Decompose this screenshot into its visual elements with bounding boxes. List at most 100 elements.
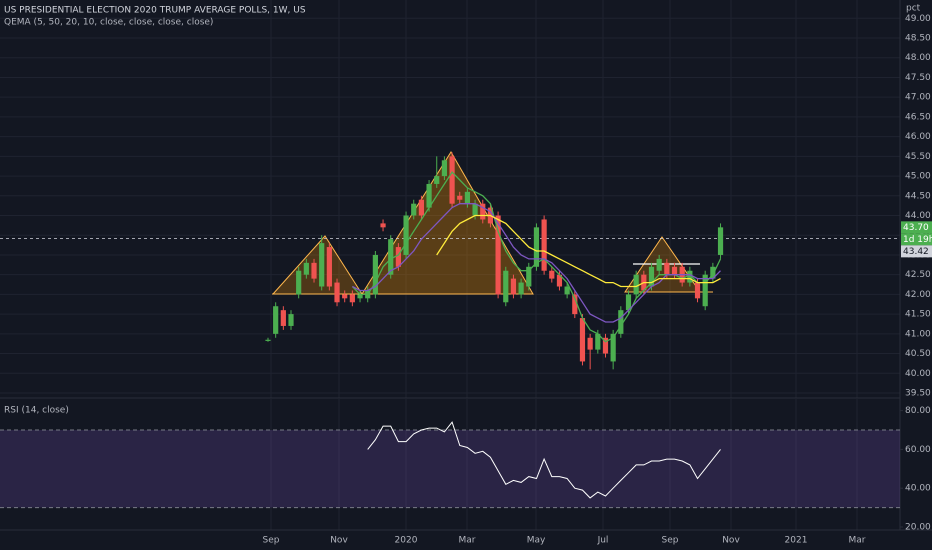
ema-line bbox=[352, 203, 721, 323]
candle-body bbox=[702, 274, 708, 307]
x-tick-label: Nov bbox=[330, 536, 348, 546]
y-tick-label: 49.00 bbox=[905, 14, 931, 24]
candle-body bbox=[296, 270, 302, 295]
x-tick-label: 2020 bbox=[395, 536, 418, 546]
candle-body bbox=[357, 294, 363, 299]
y-tick-label: 44.00 bbox=[905, 211, 931, 221]
candle-body bbox=[403, 215, 409, 255]
candle-body bbox=[633, 274, 639, 295]
candle-body bbox=[503, 270, 509, 303]
y-tick-label: 41.50 bbox=[905, 310, 931, 320]
rsi-label: RSI (14, close) bbox=[4, 406, 69, 416]
y-tick-label: 47.50 bbox=[905, 73, 931, 83]
candle-body bbox=[533, 227, 540, 267]
unit-label: pct bbox=[906, 4, 921, 14]
candle-body bbox=[664, 262, 670, 275]
candle-body bbox=[564, 286, 570, 295]
y-tick-label: 45.50 bbox=[905, 152, 931, 162]
y-tick-label: 80.00 bbox=[905, 406, 931, 416]
candle-body bbox=[449, 156, 455, 204]
candle-body bbox=[572, 294, 578, 315]
candle-body bbox=[441, 160, 448, 177]
candle-body bbox=[273, 306, 279, 334]
x-tick-label: Mar bbox=[849, 536, 866, 546]
ema-line bbox=[436, 214, 721, 288]
candle-body bbox=[349, 294, 355, 303]
grid bbox=[0, 0, 900, 530]
y-tick-label: 48.50 bbox=[905, 34, 931, 44]
candle-body bbox=[388, 239, 394, 275]
candle-body bbox=[495, 215, 501, 295]
rsi-band bbox=[0, 430, 900, 508]
y-tick-label: 40.00 bbox=[905, 369, 931, 379]
candle-body bbox=[717, 227, 724, 255]
candle-body bbox=[434, 176, 440, 184]
y-tick-label: 46.50 bbox=[905, 112, 931, 122]
indicator-label: QEMA (5, 50, 20, 10, close, close, close… bbox=[4, 18, 213, 28]
y-tick-label: 20.00 bbox=[905, 523, 931, 533]
chart-title: US PRESIDENTIAL ELECTION 2020 TRUMP AVER… bbox=[4, 6, 306, 16]
y-tick-label: 44.50 bbox=[905, 191, 931, 201]
candle-body bbox=[687, 270, 693, 283]
price-line-label-box bbox=[901, 245, 932, 258]
x-tick-label: 2021 bbox=[785, 536, 808, 546]
candle-body bbox=[372, 254, 378, 295]
candle-body bbox=[326, 247, 332, 287]
candle-body bbox=[610, 333, 616, 362]
candle-body bbox=[280, 310, 286, 326]
y-tick-label: 45.00 bbox=[905, 172, 931, 182]
x-tick-label: Sep bbox=[263, 536, 280, 546]
y-tick-label: 42.50 bbox=[905, 270, 931, 280]
candle-body bbox=[411, 203, 417, 216]
candle-body bbox=[549, 270, 555, 279]
candle-body bbox=[587, 337, 593, 350]
rsi-line bbox=[367, 421, 721, 499]
x-tick-label: Jul bbox=[597, 536, 609, 546]
ema-line bbox=[351, 171, 722, 343]
x-tick-label: May bbox=[527, 536, 546, 546]
y-tick-label: 40.50 bbox=[905, 349, 931, 359]
last-price-label: 43.70 bbox=[903, 223, 929, 233]
candle-body bbox=[618, 310, 624, 334]
candle-body bbox=[418, 199, 424, 216]
candle-body bbox=[457, 195, 463, 200]
y-tick-label: 42.00 bbox=[905, 290, 931, 300]
x-tick-label: Nov bbox=[722, 536, 740, 546]
candle-body bbox=[526, 266, 532, 287]
candle-body bbox=[342, 294, 348, 299]
candle-body bbox=[380, 223, 386, 228]
candle-body bbox=[671, 266, 678, 275]
candle-body bbox=[288, 314, 294, 326]
candle-body bbox=[595, 333, 601, 350]
candle-body bbox=[710, 266, 716, 279]
countdown-label-box bbox=[901, 233, 932, 246]
candle-body bbox=[625, 294, 632, 311]
candle-body bbox=[464, 191, 471, 204]
countdown-label: 1d 19h bbox=[903, 235, 932, 245]
candle-body bbox=[579, 318, 586, 362]
y-tick-label: 39.50 bbox=[905, 389, 931, 399]
candle-body bbox=[656, 258, 662, 271]
y-tick-label: 60.00 bbox=[905, 445, 931, 455]
y-tick-label: 46.00 bbox=[905, 132, 931, 142]
candle-body bbox=[602, 337, 609, 354]
candle-body bbox=[311, 262, 317, 279]
x-tick-label: Sep bbox=[662, 536, 679, 546]
x-tick-label: Mar bbox=[459, 536, 476, 546]
y-tick-label: 48.00 bbox=[905, 53, 931, 63]
candle-body bbox=[319, 243, 325, 287]
candle-body bbox=[518, 282, 524, 295]
candle-body bbox=[480, 203, 486, 220]
candle-body bbox=[694, 282, 701, 299]
candle-body bbox=[303, 262, 309, 275]
candle-body bbox=[395, 247, 401, 267]
candle-body bbox=[334, 282, 340, 303]
candle-body bbox=[472, 203, 478, 216]
candle-body bbox=[541, 219, 547, 271]
y-tick-label: 41.00 bbox=[905, 329, 931, 339]
price-line-label: 43.42 bbox=[903, 247, 929, 257]
candle-body bbox=[426, 183, 432, 208]
last-price-label-box bbox=[901, 221, 932, 234]
y-tick-label: 47.00 bbox=[905, 93, 931, 103]
